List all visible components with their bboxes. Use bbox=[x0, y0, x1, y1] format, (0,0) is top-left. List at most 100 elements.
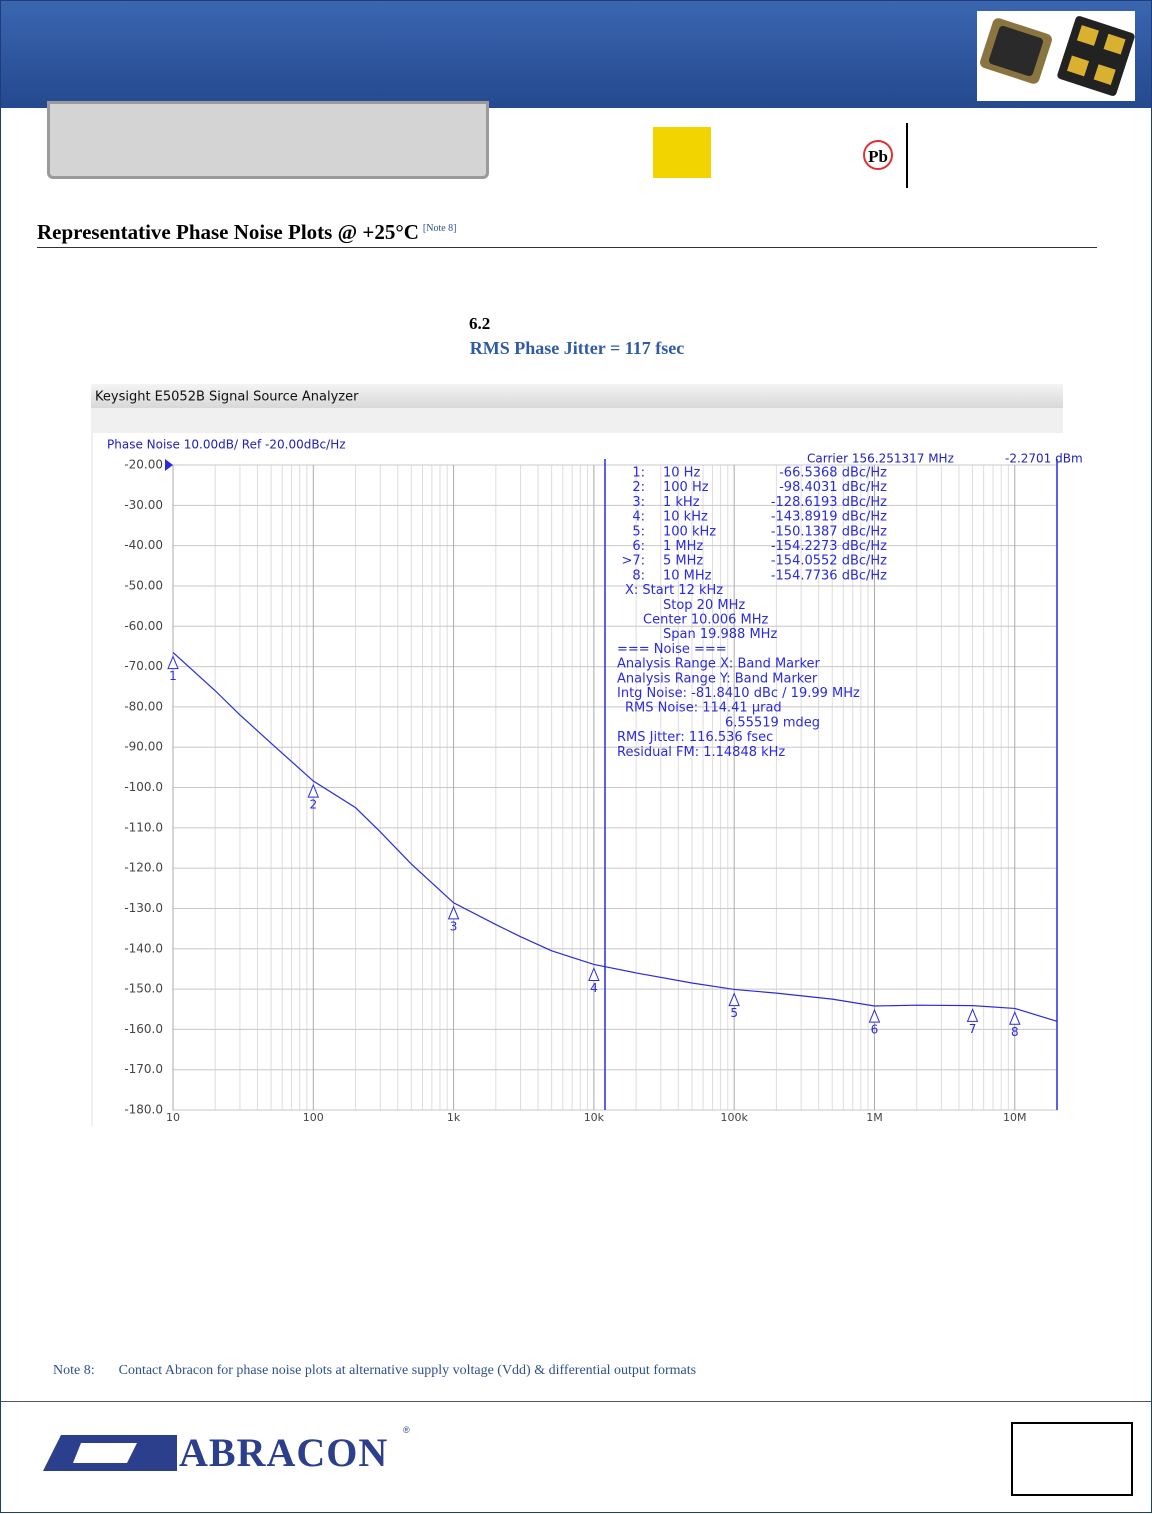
divider bbox=[906, 123, 908, 188]
marker-label: 6 bbox=[871, 1023, 879, 1037]
trace-panel bbox=[93, 433, 1063, 1126]
marker-value: -128.6193 dBc/Hz bbox=[771, 495, 887, 510]
marker-value: -143.8919 dBc/Hz bbox=[771, 510, 887, 525]
x-tick-label: 10 bbox=[166, 1111, 180, 1124]
section-title: Representative Phase Noise Plots @ +25°C bbox=[37, 220, 419, 244]
note-text: Contact Abracon for phase noise plots at… bbox=[118, 1363, 697, 1378]
marker-label: 8 bbox=[1011, 1025, 1019, 1039]
marker-value: -154.0552 dBc/Hz bbox=[771, 554, 887, 569]
analysis-line: === Noise === bbox=[617, 642, 727, 657]
y-tick-label: -30.00 bbox=[124, 498, 163, 512]
marker-freq: 10 kHz bbox=[663, 510, 708, 525]
x-tick-label: 1M bbox=[866, 1111, 883, 1124]
marker-id: >7: bbox=[621, 554, 645, 569]
marker-id: 6: bbox=[632, 539, 645, 554]
y-tick-label: -100.0 bbox=[124, 780, 163, 794]
page-number-box bbox=[1011, 1422, 1133, 1496]
marker-id: 4: bbox=[632, 510, 645, 525]
marker bbox=[728, 992, 740, 1007]
marker-freq: 5 MHz bbox=[663, 554, 703, 569]
section-heading: Representative Phase Noise Plots @ +25°C… bbox=[37, 220, 1097, 248]
window-titlebar bbox=[91, 384, 1063, 408]
noise-trace bbox=[172, 652, 1058, 1022]
marker-label: 4 bbox=[590, 981, 598, 995]
x-tick-label: 100k bbox=[720, 1111, 748, 1124]
analysis-line: RMS Noise: 114.41 µrad bbox=[625, 701, 782, 716]
subsection-caption: RMS Phase Jitter = 117 fsec bbox=[469, 338, 685, 358]
analysis-line: RMS Jitter: 116.536 fsec bbox=[617, 730, 773, 745]
marker-id: 1: bbox=[632, 466, 645, 481]
y-ref-marker bbox=[165, 459, 173, 471]
y-tick-label: -20.00 bbox=[124, 458, 163, 472]
y-tick-label: -70.00 bbox=[124, 659, 163, 673]
header-bar bbox=[1, 1, 1151, 108]
marker-freq: 1 kHz bbox=[663, 495, 700, 510]
y-tick-label: -160.0 bbox=[124, 1022, 163, 1036]
x-tick-label: 1k bbox=[447, 1111, 461, 1124]
marker-id: 3: bbox=[632, 495, 645, 510]
marker-label: 1 bbox=[169, 669, 177, 683]
marker-value: -150.1387 dBc/Hz bbox=[771, 524, 887, 539]
logo-registered: ® bbox=[403, 1425, 410, 1435]
y-tick-label: -40.00 bbox=[124, 538, 163, 552]
note-label: Note 8: bbox=[53, 1363, 95, 1378]
analysis-line: Analysis Range X: Band Marker bbox=[617, 657, 821, 672]
carrier: Carrier 156.251317 MHz bbox=[807, 452, 954, 466]
product-image bbox=[977, 11, 1135, 101]
marker bbox=[966, 1008, 979, 1022]
marker bbox=[447, 905, 460, 920]
window-title: Keysight E5052B Signal Source Analyzer bbox=[95, 390, 359, 405]
analysis-line: Stop 20 MHz bbox=[663, 598, 745, 613]
marker-value: -66.5368 dBc/Hz bbox=[779, 466, 887, 481]
y-tick-label: -60.00 bbox=[124, 619, 163, 633]
analysis-line: 6.55519 mdeg bbox=[725, 715, 820, 730]
esd-icon bbox=[653, 127, 711, 178]
marker-value: -154.2273 dBc/Hz bbox=[771, 539, 887, 554]
marker bbox=[167, 655, 179, 670]
subsection-number: 6.2 bbox=[469, 314, 491, 333]
analysis-line: Intg Noise: -81.8410 dBc / 19.99 MHz bbox=[617, 686, 860, 701]
marker-value: -98.4031 dBc/Hz bbox=[779, 480, 887, 495]
note: Note 8: Contact Abracon for phase noise p… bbox=[53, 1363, 696, 1379]
pb-free-icon: Pb bbox=[863, 140, 893, 170]
y-tick-label: -120.0 bbox=[124, 861, 163, 875]
marker-freq: 10 Hz bbox=[663, 466, 700, 481]
y-tick-label: -80.00 bbox=[124, 699, 163, 713]
marker-freq: 1 MHz bbox=[663, 539, 703, 554]
y-tick-label: -170.0 bbox=[124, 1062, 163, 1076]
note-ref: [Note 8] bbox=[422, 223, 457, 234]
x-tick-label: 10k bbox=[584, 1111, 605, 1124]
marker-label: 2 bbox=[309, 798, 317, 812]
marker-id: 8: bbox=[632, 568, 645, 583]
y-tick-label: -130.0 bbox=[124, 901, 163, 915]
marker-value: -154.7736 dBc/Hz bbox=[771, 568, 887, 583]
analysis-line: Center 10.006 MHz bbox=[643, 613, 768, 628]
marker-label: 5 bbox=[730, 1006, 738, 1020]
analysis-line: Analysis Range Y: Band Marker bbox=[617, 671, 818, 686]
analysis-line: Span 19.988 MHz bbox=[663, 627, 777, 642]
y-tick-label: -50.00 bbox=[124, 578, 163, 592]
marker-label: 7 bbox=[969, 1022, 977, 1036]
marker bbox=[1009, 1011, 1021, 1025]
footer-rule bbox=[1, 1401, 1151, 1402]
x-tick-label: 10M bbox=[1003, 1111, 1027, 1124]
marker-freq: 100 Hz bbox=[663, 480, 709, 495]
marker-id: 5: bbox=[632, 524, 645, 539]
analysis-line: X: Start 12 kHz bbox=[625, 583, 723, 598]
logo-text: ABRACON bbox=[179, 1430, 389, 1475]
y-tick-label: -110.0 bbox=[124, 820, 163, 834]
marker-id: 2: bbox=[632, 480, 645, 495]
trace-title: Phase Noise 10.00dB/ Ref -20.00dBc/Hz bbox=[107, 438, 346, 452]
y-tick-label: -150.0 bbox=[124, 982, 163, 996]
product-drawing bbox=[980, 16, 1135, 96]
analysis-line: Residual FM: 1.14848 kHz bbox=[617, 745, 785, 760]
title-box bbox=[47, 101, 489, 179]
marker-freq: 100 kHz bbox=[663, 524, 716, 539]
marker-label: 3 bbox=[450, 919, 458, 933]
marker bbox=[588, 967, 600, 981]
carrier-power: -2.2701 dBm bbox=[1005, 452, 1083, 466]
x-tick-label: 100 bbox=[303, 1111, 324, 1124]
marker bbox=[307, 783, 320, 798]
